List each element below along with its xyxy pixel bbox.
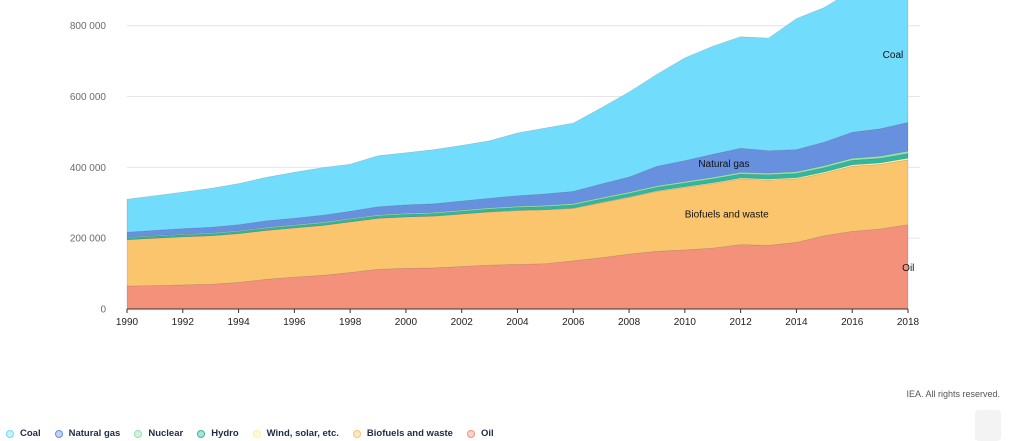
oil-legend-dot	[466, 429, 475, 438]
area-annotation: Natural gas	[698, 159, 749, 170]
y-tick-label: 200 000	[70, 234, 107, 245]
x-tick-label: 2014	[785, 317, 808, 328]
legend-label: Natural gas	[68, 428, 121, 439]
x-tick-label: 1998	[339, 317, 362, 328]
area-annotation: Oil	[902, 263, 914, 274]
x-tick-label: 2000	[395, 317, 418, 328]
legend-item-nuclear[interactable]: Nuclear	[134, 428, 183, 439]
legend: Coal Natural gas Nuclear Hydro Wind, sol…	[6, 428, 494, 439]
legend-item-natural-gas[interactable]: Natural gas	[54, 428, 121, 439]
legend-label: Wind, solar, etc.	[266, 428, 339, 439]
x-tick-label: 1992	[172, 317, 195, 328]
legend-item-coal[interactable]: Coal	[6, 428, 41, 439]
area-wind-solar-etc[interactable]	[126, 157, 909, 240]
coal-legend-dot	[6, 429, 14, 438]
y-tick-label: 800 000	[70, 21, 107, 32]
legend-label: Biofuels and waste	[366, 428, 453, 439]
copyright-credit: IEA. All rights reserved.	[906, 389, 1000, 399]
x-tick-label: 2008	[618, 317, 641, 328]
x-tick-label: 2004	[506, 317, 529, 328]
area-natural-gas[interactable]	[126, 122, 909, 238]
hydro-legend-dot	[197, 429, 206, 438]
y-tick-label: 400 000	[70, 163, 107, 174]
y-tick-label: 0	[100, 305, 106, 316]
legend-label: Coal	[20, 428, 41, 439]
x-tick-label: 2016	[841, 317, 864, 328]
area-annotation: Biofuels and waste	[685, 209, 769, 220]
area-annotation: Coal	[883, 50, 904, 61]
legend-item-hydro[interactable]: Hydro	[197, 428, 239, 439]
area-hydro[interactable]	[126, 153, 909, 240]
x-tick-label: 1996	[283, 317, 306, 328]
x-tick-label: 1990	[116, 317, 139, 328]
x-tick-label: 1994	[227, 317, 250, 328]
area-coal[interactable]	[126, 0, 909, 233]
label-layer: Coal Natural gas Biofuels and waste Oil	[685, 50, 915, 274]
legend-item-oil[interactable]: Oil	[466, 428, 494, 439]
area-biofuels-and-waste[interactable]	[126, 159, 909, 287]
x-tick-label: 2012	[730, 317, 753, 328]
legend-item-biofuels[interactable]: Biofuels and waste	[352, 428, 453, 439]
legend-label: Oil	[480, 428, 494, 439]
axis-layer: 0 200 000 400 000 600 000 800 000 1990 1992 199…	[70, 21, 920, 328]
x-tick-label: 2018	[897, 317, 920, 328]
legend-label: Nuclear	[148, 428, 184, 439]
area-nuclear[interactable]	[126, 150, 909, 239]
area-layer	[126, 0, 909, 310]
wind-solar-legend-dot	[252, 429, 261, 438]
nuclear-legend-dot	[134, 429, 143, 438]
scroll-to-top-button[interactable]	[975, 410, 1001, 441]
x-tick-label: 2006	[562, 317, 585, 328]
y-tick-label: 600 000	[70, 92, 107, 103]
x-tick-label: 2002	[451, 317, 474, 328]
legend-label: Hydro	[211, 428, 239, 439]
natural-gas-legend-dot	[54, 429, 63, 438]
biofuels-legend-dot	[352, 429, 361, 438]
x-tick-label: 2010	[674, 317, 697, 328]
legend-item-wind-solar[interactable]: Wind, solar, etc.	[252, 428, 339, 439]
